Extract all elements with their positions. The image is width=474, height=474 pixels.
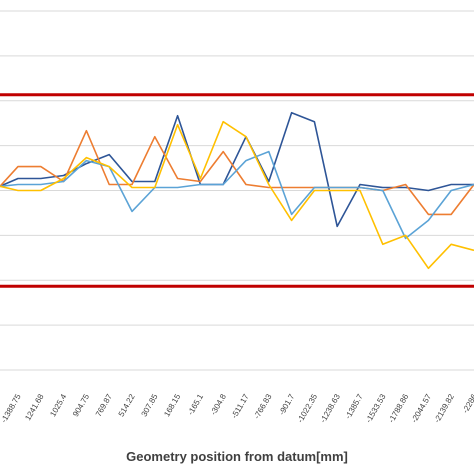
x-tick-label: -2139.82 (432, 392, 456, 424)
x-tick-label: -1385.7 (343, 392, 365, 420)
x-tick-label: 307.85 (140, 392, 160, 418)
series-line-2 (0, 129, 474, 216)
x-tick-label: -1022.35 (296, 392, 320, 424)
x-tick-label: 168.15 (162, 392, 182, 418)
gridlines (0, 10, 474, 371)
x-tick-label: 904.75 (71, 392, 91, 418)
x-tick-label: 1241.68 (23, 392, 46, 422)
x-tick-label: 514.22 (117, 392, 137, 418)
x-tick-label: 1025.4 (48, 392, 68, 418)
series-lines (0, 111, 474, 270)
x-tick-label: -165.1 (186, 392, 205, 417)
limit-lines (0, 93, 474, 288)
series-line-4 (0, 120, 474, 270)
x-tick-label: -2286 (461, 392, 474, 415)
series-line-3 (0, 150, 474, 240)
x-tick-label: -304.8 (209, 392, 228, 417)
x-tick-label: -2044.57 (410, 392, 434, 424)
x-tick-label: -1788.86 (387, 392, 411, 424)
x-tick-label: -1238.63 (318, 392, 342, 424)
x-axis-title: Geometry position from datum[mm] (126, 449, 348, 464)
x-tick-label: -901.7 (277, 392, 296, 417)
x-tick-label: -1388.75 (0, 392, 23, 424)
x-tick-labels: -1388.75 1241.68 1025.4 904.75 769.87 514.22 3… (0, 392, 474, 424)
x-tick-label: 769.87 (94, 392, 114, 418)
x-tick-label: -766.83 (252, 392, 274, 420)
x-tick-label: -1533.53 (364, 392, 388, 424)
x-tick-label: -511.17 (230, 392, 251, 420)
